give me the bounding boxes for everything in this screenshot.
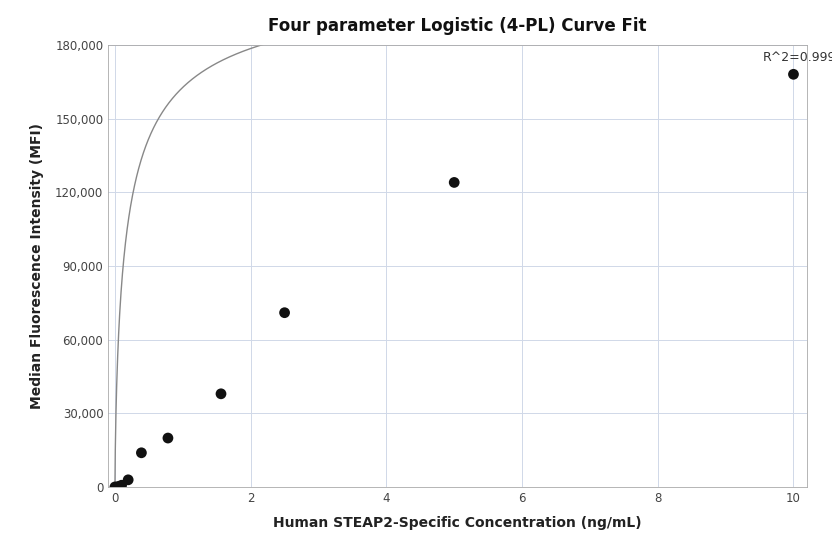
Point <box>448 178 461 187</box>
Point <box>108 483 121 492</box>
Point <box>111 482 125 491</box>
Text: R^2=0.9996: R^2=0.9996 <box>763 52 832 64</box>
X-axis label: Human STEAP2-Specific Concentration (ng/mL): Human STEAP2-Specific Concentration (ng/… <box>273 516 642 530</box>
Point <box>135 449 148 458</box>
Point <box>161 433 175 442</box>
Point <box>121 475 135 484</box>
Point <box>787 70 800 79</box>
Title: Four parameter Logistic (4-PL) Curve Fit: Four parameter Logistic (4-PL) Curve Fit <box>269 17 646 35</box>
Point <box>278 308 291 317</box>
Point <box>215 389 228 398</box>
Point <box>115 480 128 489</box>
Y-axis label: Median Fluorescence Intensity (MFI): Median Fluorescence Intensity (MFI) <box>30 123 44 409</box>
